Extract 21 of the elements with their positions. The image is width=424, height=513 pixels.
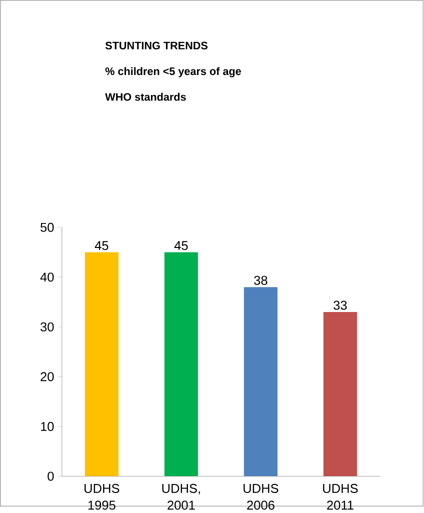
bar (85, 252, 119, 476)
chart-title: STUNTING TRENDS (106, 42, 208, 50)
y-tick-label: 20 (40, 372, 54, 382)
text: WHO standards (105, 92, 186, 101)
y-tick-label: 0 (48, 472, 54, 481)
bar (164, 252, 198, 476)
y-tick-label: 10 (41, 422, 54, 431)
x-tick-label: UDHS, 2001 (162, 484, 200, 510)
bar (244, 287, 278, 476)
data-label: 33 (334, 300, 347, 310)
bar (324, 312, 358, 476)
data-label: 45 (95, 241, 108, 250)
data-label: 45 (174, 241, 188, 250)
x-tick-label: UDHS 2006 (244, 484, 278, 510)
y-tick-label: 50 (40, 222, 54, 232)
data-label: 38 (254, 276, 268, 285)
y-tick-label: 40 (40, 272, 54, 282)
y-tick-label: 30 (40, 322, 54, 332)
x-tick-label: UDHS 2011 (323, 484, 358, 510)
x-tick-label: UDHS 1995 (84, 484, 120, 510)
chart-subtitle: % children <5 years of age (106, 67, 242, 78)
